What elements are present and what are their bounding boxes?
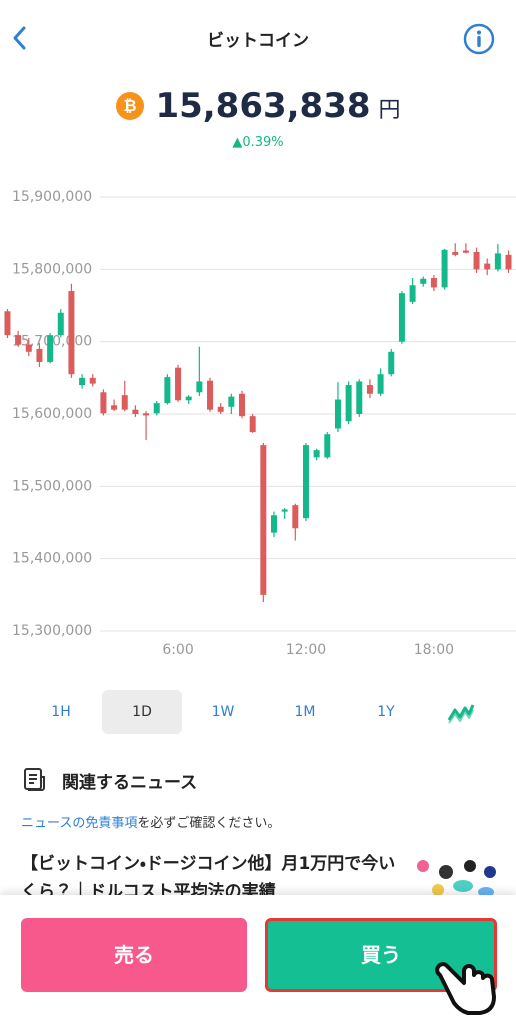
y-tick-label: 15,500,000 bbox=[12, 478, 92, 494]
candle-body bbox=[111, 405, 118, 410]
candle-body bbox=[89, 377, 96, 384]
candle-body bbox=[473, 251, 480, 270]
candle-body bbox=[398, 293, 405, 342]
candle-body bbox=[281, 509, 288, 512]
candle-body bbox=[36, 348, 43, 362]
news-disclaimer: ニュースの免責事項を必ずご確認ください。 bbox=[21, 812, 280, 831]
candle-body bbox=[324, 434, 331, 458]
x-tick-label: 18:00 bbox=[414, 642, 454, 658]
candle-body bbox=[462, 250, 469, 253]
candle-body bbox=[100, 392, 107, 414]
action-bar: 売る 買う bbox=[0, 895, 516, 1024]
candlestick-chart: 15,300,000 15,400,000 15,500,000 15,600,000… bbox=[4, 189, 516, 658]
disclaimer-text: を必ずご確認ください。 bbox=[137, 816, 281, 831]
candle-body bbox=[345, 385, 352, 422]
news-icon bbox=[24, 768, 45, 791]
candle-body bbox=[68, 291, 75, 375]
candle-body bbox=[217, 406, 224, 412]
x-tick-label: 12:00 bbox=[286, 642, 326, 658]
candle-body bbox=[25, 344, 32, 352]
candle-body bbox=[175, 367, 182, 401]
candle-body bbox=[270, 515, 277, 533]
y-tick-label: 15,900,000 bbox=[12, 189, 92, 205]
hand-cursor bbox=[435, 962, 496, 1015]
candle-body bbox=[366, 385, 373, 394]
candle-body bbox=[121, 395, 128, 410]
candle-body bbox=[313, 450, 320, 458]
candle-body bbox=[388, 351, 395, 375]
price-row: ₿ 15,863,838 円 bbox=[0, 86, 516, 126]
candle-body bbox=[420, 278, 427, 284]
candle-body bbox=[57, 312, 64, 336]
info-button[interactable] bbox=[462, 22, 496, 56]
candle-body bbox=[249, 416, 256, 433]
range-tab[interactable]: 1M bbox=[294, 704, 316, 720]
sell-button[interactable]: 売る bbox=[21, 918, 247, 992]
price-unit: 円 bbox=[378, 98, 401, 123]
candle-body bbox=[4, 311, 11, 336]
candle-body bbox=[153, 403, 160, 414]
y-tick-label: 15,300,000 bbox=[12, 623, 92, 639]
candle-body bbox=[15, 335, 22, 345]
price-change: ▲0.39% bbox=[232, 135, 284, 150]
candle-body bbox=[132, 409, 139, 414]
bitcoin-icon: ₿ bbox=[116, 92, 145, 120]
range-tabs: 1H 1D 1W 1M 1Y bbox=[0, 690, 516, 734]
y-tick-label: 15,600,000 bbox=[12, 406, 92, 422]
candle-body bbox=[494, 253, 501, 270]
candle-body bbox=[260, 445, 267, 595]
article-thumbnail[interactable] bbox=[408, 858, 498, 898]
candle-body bbox=[239, 393, 246, 417]
svg-text:₿: ₿ bbox=[124, 96, 137, 115]
candle-body bbox=[334, 399, 341, 429]
x-tick-label: 6:00 bbox=[162, 642, 193, 658]
candle-body bbox=[228, 396, 235, 407]
current-price: 15,863,838 bbox=[155, 86, 371, 126]
chart-type-button[interactable] bbox=[447, 702, 475, 724]
y-tick-label: 15,400,000 bbox=[12, 551, 92, 567]
candle-body bbox=[302, 445, 309, 519]
candle-body bbox=[79, 377, 86, 386]
back-button[interactable] bbox=[10, 24, 30, 52]
candle-body bbox=[207, 380, 214, 410]
news-heading: 関連するニュース bbox=[62, 773, 198, 793]
candle-body bbox=[185, 396, 192, 401]
range-tab[interactable]: 1H bbox=[51, 704, 71, 720]
screen-title: ビットコイン bbox=[207, 31, 309, 51]
y-tick-label: 15,800,000 bbox=[12, 261, 92, 277]
range-tab[interactable]: 1D bbox=[102, 690, 182, 734]
candle-body bbox=[356, 381, 363, 414]
candle-body bbox=[430, 278, 437, 288]
candle-body bbox=[143, 413, 150, 416]
candle-body bbox=[484, 263, 491, 270]
candle-body bbox=[505, 254, 512, 270]
candle-body bbox=[452, 251, 459, 255]
candle-body bbox=[377, 374, 384, 394]
range-tab[interactable]: 1Y bbox=[377, 704, 395, 720]
candle-body bbox=[47, 335, 54, 362]
candle-body bbox=[196, 381, 203, 393]
candle-body bbox=[441, 249, 448, 288]
range-tab[interactable]: 1W bbox=[211, 704, 235, 720]
disclaimer-link[interactable]: ニュースの免責事項 bbox=[21, 816, 138, 831]
candle-body bbox=[292, 505, 299, 529]
candle-body bbox=[164, 377, 171, 404]
candle-body bbox=[409, 285, 416, 302]
